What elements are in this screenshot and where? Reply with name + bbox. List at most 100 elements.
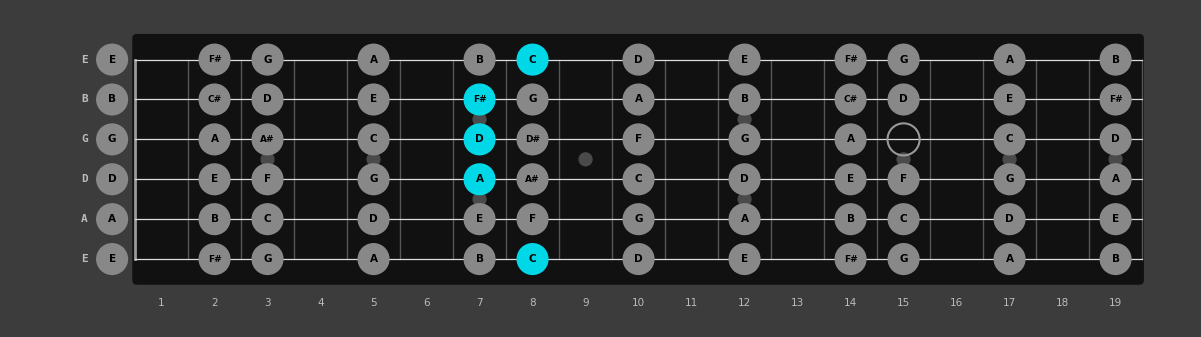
Text: C: C: [264, 214, 271, 224]
Circle shape: [251, 84, 283, 116]
FancyBboxPatch shape: [132, 34, 1143, 285]
Text: D: D: [369, 214, 378, 224]
Circle shape: [198, 243, 231, 275]
Text: E: E: [82, 55, 88, 65]
Circle shape: [464, 84, 496, 116]
Circle shape: [251, 203, 283, 235]
Circle shape: [96, 123, 129, 155]
Text: C: C: [528, 55, 537, 65]
Text: B: B: [1112, 55, 1119, 65]
Circle shape: [888, 243, 920, 275]
Circle shape: [516, 163, 549, 195]
Circle shape: [464, 243, 496, 275]
Text: G: G: [263, 254, 271, 264]
Circle shape: [579, 153, 592, 166]
Text: A: A: [1005, 55, 1014, 65]
Text: G: G: [900, 254, 908, 264]
Text: D: D: [263, 94, 271, 104]
Text: 8: 8: [530, 298, 536, 308]
Text: E: E: [211, 174, 219, 184]
Circle shape: [358, 243, 389, 275]
Text: C: C: [1005, 134, 1014, 144]
Circle shape: [993, 84, 1026, 116]
Circle shape: [96, 203, 129, 235]
Circle shape: [358, 43, 389, 75]
Circle shape: [96, 43, 129, 75]
Text: D: D: [900, 94, 908, 104]
Circle shape: [516, 243, 549, 275]
Circle shape: [993, 203, 1026, 235]
Text: D: D: [82, 174, 88, 184]
Text: 3: 3: [264, 298, 271, 308]
Circle shape: [96, 243, 129, 275]
Text: F#: F#: [208, 55, 221, 64]
Circle shape: [993, 243, 1026, 275]
Text: 15: 15: [897, 298, 910, 308]
Text: F#: F#: [844, 55, 858, 64]
Text: F: F: [635, 134, 643, 144]
Text: D: D: [634, 254, 643, 264]
Circle shape: [96, 163, 129, 195]
Circle shape: [96, 84, 129, 116]
Text: A: A: [82, 214, 88, 224]
Circle shape: [1110, 153, 1122, 166]
Circle shape: [897, 153, 910, 166]
Text: E: E: [82, 254, 88, 264]
Circle shape: [516, 123, 549, 155]
Circle shape: [993, 43, 1026, 75]
Circle shape: [888, 203, 920, 235]
Text: C: C: [635, 174, 643, 184]
Text: 11: 11: [685, 298, 698, 308]
Circle shape: [464, 203, 496, 235]
Circle shape: [198, 163, 231, 195]
Circle shape: [622, 243, 655, 275]
Text: 17: 17: [1003, 298, 1016, 308]
Text: E: E: [741, 55, 748, 65]
Circle shape: [729, 243, 760, 275]
Text: F#: F#: [208, 254, 221, 264]
Circle shape: [516, 43, 549, 75]
Text: G: G: [369, 174, 378, 184]
Circle shape: [835, 84, 867, 116]
Text: 14: 14: [844, 298, 858, 308]
Circle shape: [1100, 163, 1131, 195]
Text: G: G: [528, 94, 537, 104]
Text: A: A: [634, 94, 643, 104]
Circle shape: [835, 203, 867, 235]
Text: 5: 5: [370, 298, 377, 308]
Text: G: G: [108, 134, 116, 144]
Text: 12: 12: [737, 298, 751, 308]
Text: A: A: [1005, 254, 1014, 264]
Text: F#: F#: [1109, 95, 1123, 104]
Text: 16: 16: [950, 298, 963, 308]
Text: 1: 1: [159, 298, 165, 308]
Text: B: B: [476, 254, 484, 264]
Text: F#: F#: [473, 95, 486, 104]
Text: E: E: [741, 254, 748, 264]
Circle shape: [198, 123, 231, 155]
Circle shape: [835, 243, 867, 275]
Text: A: A: [741, 214, 748, 224]
Circle shape: [729, 203, 760, 235]
Text: B: B: [847, 214, 855, 224]
Text: B: B: [476, 55, 484, 65]
Circle shape: [516, 203, 549, 235]
Text: C: C: [528, 254, 537, 264]
Circle shape: [739, 113, 751, 126]
Circle shape: [1100, 243, 1131, 275]
Circle shape: [1100, 123, 1131, 155]
Text: G: G: [263, 55, 271, 65]
Text: G: G: [900, 55, 908, 65]
Text: F: F: [528, 214, 536, 224]
Circle shape: [835, 123, 867, 155]
Text: E: E: [108, 55, 115, 65]
Circle shape: [358, 123, 389, 155]
Circle shape: [622, 203, 655, 235]
Text: 18: 18: [1056, 298, 1069, 308]
Circle shape: [251, 123, 283, 155]
Text: C: C: [900, 214, 908, 224]
Text: B: B: [108, 94, 116, 104]
Text: 6: 6: [423, 298, 430, 308]
Circle shape: [261, 153, 274, 166]
Text: E: E: [847, 174, 854, 184]
